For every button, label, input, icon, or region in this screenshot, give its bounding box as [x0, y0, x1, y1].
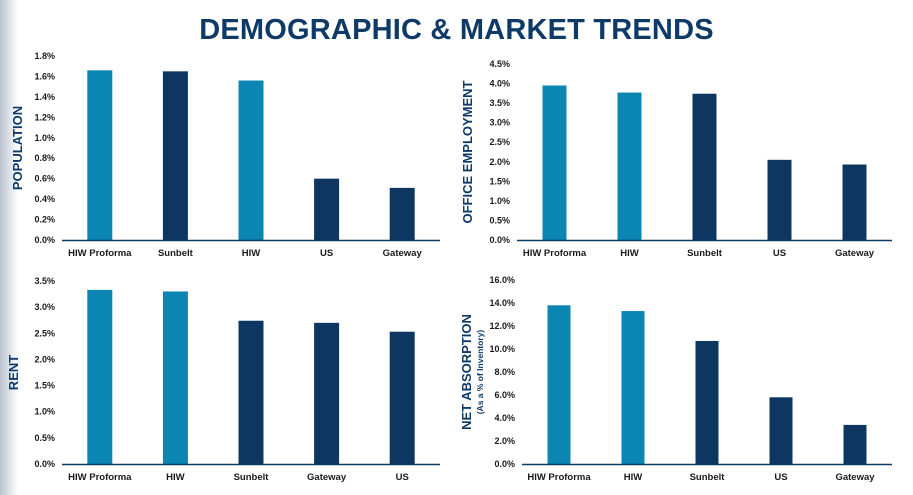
x-category-label: HIW Proforma [68, 248, 132, 259]
y-tick-label: 2.0% [489, 157, 510, 167]
y-tick-label: 1.5% [34, 381, 55, 391]
y-tick-label: 4.0% [494, 413, 515, 423]
x-category-label: Gateway [835, 472, 875, 483]
bar-sunbelt [162, 71, 188, 240]
x-category-label: Gateway [835, 248, 875, 259]
y-tick-label: 3.0% [489, 118, 510, 128]
x-category-label: Sunbelt [234, 472, 270, 483]
x-category-label: HIW Proforma [527, 472, 591, 483]
bar-hiw-proforma [542, 85, 567, 240]
bar-hiw [621, 311, 645, 464]
y-tick-label: 4.0% [489, 79, 510, 89]
y-tick-label: 14.0% [489, 298, 515, 308]
bar-hiw [617, 92, 642, 240]
y-tick-label: 16.0% [489, 275, 515, 285]
bar-us [769, 397, 793, 464]
x-category-label: US [396, 472, 409, 483]
y-axis-subtitle: (As a % of Inventory) [475, 330, 485, 415]
y-tick-label: 8.0% [494, 367, 515, 377]
y-tick-label: 2.0% [34, 354, 55, 364]
y-tick-label: 12.0% [489, 321, 515, 331]
decorative-side-gradient [0, 0, 18, 495]
x-category-label: Gateway [383, 248, 423, 259]
y-axis-title: OFFICE EMPLOYMENT [460, 80, 475, 223]
x-category-label: Sunbelt [687, 248, 723, 259]
bar-us [389, 331, 415, 464]
bar-us [767, 159, 792, 240]
bar-hiw [162, 291, 188, 464]
bar-us [314, 178, 340, 240]
bar-gateway [389, 187, 415, 240]
x-category-label: HIW [166, 472, 185, 483]
bar-sunbelt [695, 340, 719, 464]
y-tick-label: 2.5% [34, 328, 55, 338]
y-tick-label: 1.0% [34, 407, 55, 417]
x-category-label: HIW [242, 248, 261, 259]
y-tick-label: 0.5% [34, 433, 55, 443]
y-tick-label: 1.8% [34, 51, 55, 61]
x-category-label: US [773, 248, 786, 259]
bar-gateway [843, 424, 867, 464]
y-tick-label: 0.2% [34, 215, 55, 225]
y-tick-label: 3.5% [34, 276, 55, 286]
x-category-label: HIW [620, 248, 639, 259]
bar-sunbelt [692, 93, 717, 240]
y-tick-label: 2.0% [494, 436, 515, 446]
y-tick-label: 1.0% [489, 196, 510, 206]
bar-hiw-proforma [87, 289, 113, 464]
x-category-label: HIW [624, 472, 643, 483]
y-tick-label: 2.5% [489, 137, 510, 147]
x-category-label: Sunbelt [690, 472, 726, 483]
y-tick-label: 0.0% [489, 235, 510, 245]
bar-sunbelt [238, 320, 264, 464]
bar-hiw [238, 80, 264, 241]
x-category-label: US [774, 472, 787, 483]
bar-gateway [842, 164, 867, 240]
x-category-label: Gateway [307, 472, 347, 483]
y-tick-label: 3.0% [34, 302, 55, 312]
y-tick-label: 1.6% [34, 71, 55, 81]
page-title: DEMOGRAPHIC & MARKET TRENDS [199, 14, 714, 46]
bar-gateway [314, 322, 340, 464]
y-axis-title: NET ABSORPTION [459, 314, 474, 430]
y-tick-label: 10.0% [489, 344, 515, 354]
y-tick-label: 1.4% [34, 92, 55, 102]
y-tick-label: 0.8% [34, 153, 55, 163]
y-tick-label: 6.0% [494, 390, 515, 400]
y-axis-title: POPULATION [10, 106, 25, 190]
bar-hiw-proforma [87, 70, 113, 240]
y-axis-title: RENT [6, 355, 21, 390]
y-tick-label: 0.4% [34, 194, 55, 204]
y-tick-label: 1.5% [489, 176, 510, 186]
y-tick-label: 0.0% [34, 235, 55, 245]
x-category-label: HIW Proforma [523, 248, 587, 259]
x-category-label: Sunbelt [158, 248, 194, 259]
y-tick-label: 4.5% [489, 59, 510, 69]
y-tick-label: 0.0% [34, 459, 55, 469]
y-tick-label: 1.2% [34, 112, 55, 122]
y-tick-label: 0.0% [494, 459, 515, 469]
x-category-label: US [320, 248, 333, 259]
x-category-label: HIW Proforma [68, 472, 132, 483]
y-tick-label: 0.6% [34, 174, 55, 184]
y-tick-label: 3.5% [489, 98, 510, 108]
bar-hiw-proforma [547, 305, 571, 464]
y-tick-label: 1.0% [34, 133, 55, 143]
y-tick-label: 0.5% [489, 215, 510, 225]
